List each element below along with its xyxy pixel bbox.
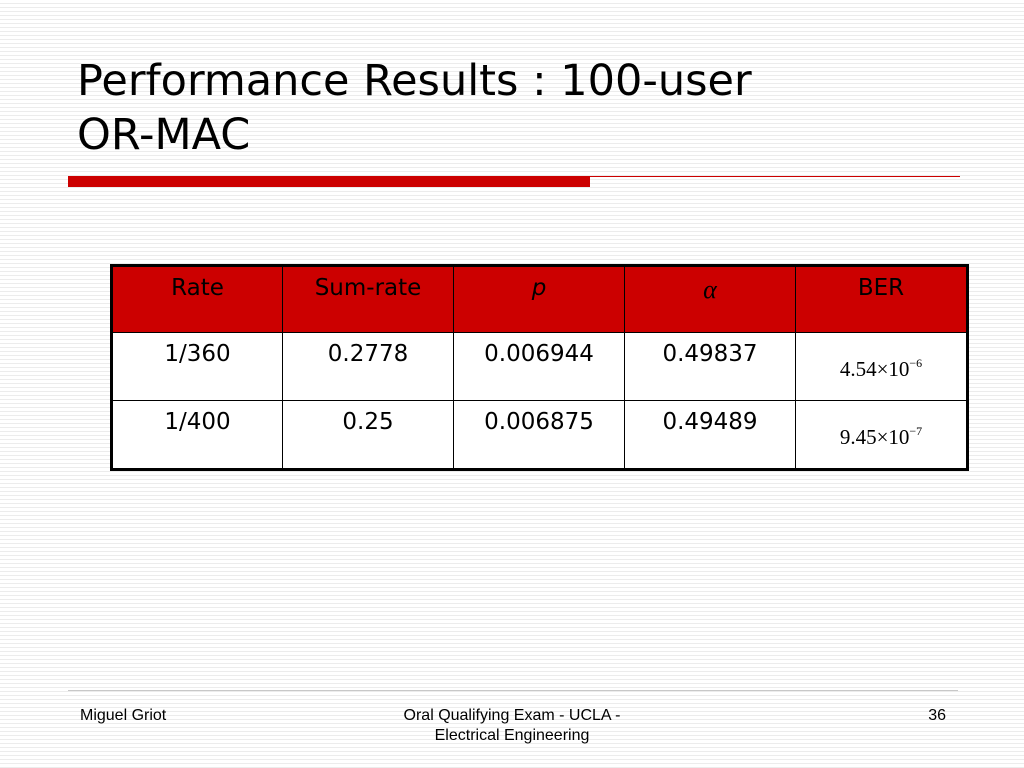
- footer-divider: [68, 690, 958, 691]
- results-table: Rate Sum-rate p α BER 1/360 0.2778 0.006…: [110, 264, 969, 471]
- footer-author: Miguel Griot: [80, 707, 167, 724]
- slide-title-line-2: OR-MAC: [77, 110, 251, 160]
- table-header-row: Rate Sum-rate p α BER: [111, 265, 968, 333]
- cell-rate: 1/360: [111, 332, 283, 401]
- slide-title-line-1: Performance Results : 100-user: [77, 56, 752, 106]
- header-ber: BER: [795, 265, 968, 333]
- ber-exponent: −6: [909, 355, 923, 370]
- cell-sum-rate: 0.2778: [282, 332, 454, 401]
- title-underline-thick: [68, 176, 590, 187]
- header-rate: Rate: [111, 265, 283, 333]
- footer-event-line-1: Oral Qualifying Exam - UCLA -: [403, 707, 621, 724]
- table-row: 1/360 0.2778 0.006944 0.49837 4.54×10−6: [111, 332, 968, 401]
- cell-sum-rate: 0.25: [282, 400, 454, 470]
- ber-mantissa: 4.54×10: [839, 356, 910, 381]
- footer-event-line-2: Electrical Engineering: [434, 727, 590, 744]
- cell-rate: 1/400: [111, 400, 283, 470]
- cell-alpha: 0.49489: [624, 400, 796, 470]
- slide-title: Performance Results : 100-user OR-MAC: [77, 54, 957, 162]
- cell-p: 0.006944: [453, 332, 625, 401]
- ber-exponent: −7: [909, 423, 923, 438]
- header-p: p: [453, 265, 625, 333]
- header-sum-rate: Sum-rate: [282, 265, 454, 333]
- cell-alpha: 0.49837: [624, 332, 796, 401]
- page-number: 36: [928, 707, 946, 724]
- title-underline-thin: [590, 176, 960, 177]
- cell-ber: 4.54×10−6: [795, 332, 968, 401]
- table-row: 1/400 0.25 0.006875 0.49489 9.45×10−7: [111, 400, 968, 470]
- alpha-symbol: α: [703, 275, 717, 304]
- footer-event: Oral Qualifying Exam - UCLA - Electrical…: [352, 706, 672, 746]
- ber-mantissa: 9.45×10: [839, 424, 910, 449]
- header-alpha: α: [624, 265, 796, 333]
- cell-p: 0.006875: [453, 400, 625, 470]
- cell-ber: 9.45×10−7: [795, 400, 968, 470]
